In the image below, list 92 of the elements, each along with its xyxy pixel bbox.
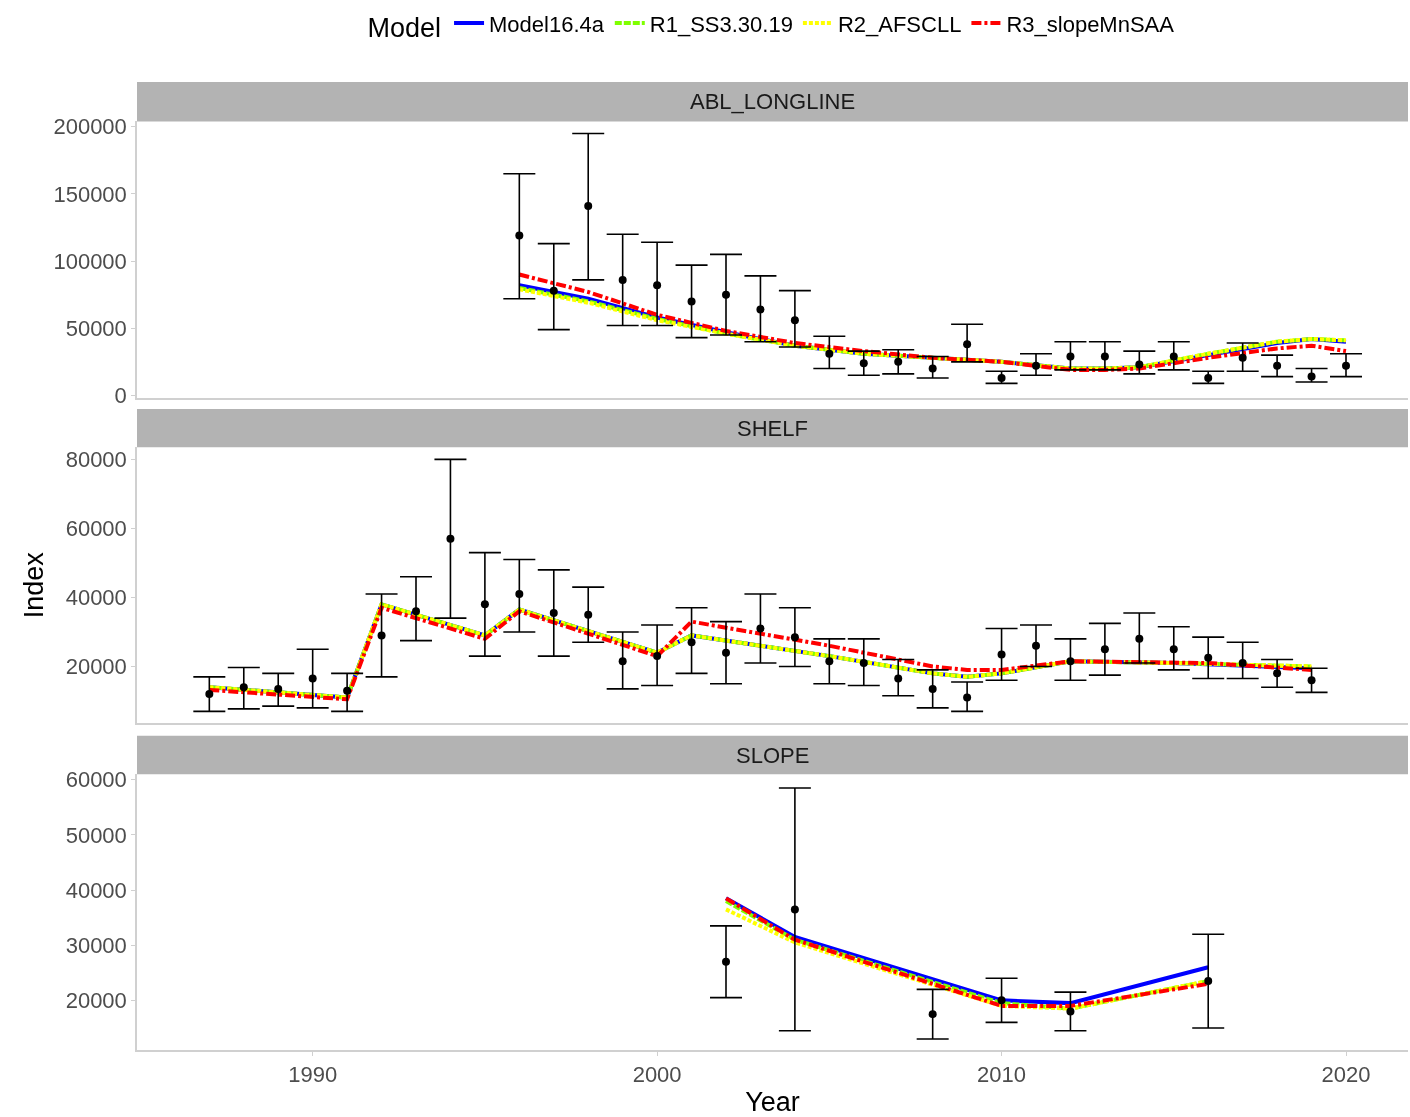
point [825, 657, 834, 666]
point [1032, 641, 1040, 650]
point [1100, 352, 1109, 361]
point [997, 650, 1006, 659]
y-tick-label: 50000 [65, 315, 127, 341]
legend-label: R2_AFSCLL [837, 11, 962, 37]
point [722, 957, 730, 966]
legend-label: R3_slopeMnSAA [1006, 11, 1175, 37]
point [1204, 977, 1213, 986]
y-tick-label: 20000 [65, 654, 127, 680]
point [756, 305, 765, 314]
point [963, 693, 972, 702]
y-tick-label: 200000 [53, 114, 127, 140]
point [343, 686, 352, 695]
point [1066, 1007, 1075, 1016]
point [963, 340, 972, 349]
point [1204, 653, 1213, 662]
y-tick-label: 100000 [53, 248, 127, 274]
legend-label: Model16.4a [489, 11, 605, 37]
y-tick-label: 60000 [65, 516, 127, 542]
point [1032, 361, 1040, 370]
point [859, 359, 868, 368]
point [722, 648, 730, 657]
point [618, 657, 627, 666]
point [274, 684, 283, 693]
y-tick-label: 30000 [65, 932, 127, 958]
legend-label: R1_SS3.30.19 [649, 11, 793, 37]
x-tick-label: 2000 [632, 1062, 682, 1088]
point [1066, 657, 1075, 666]
point [618, 275, 627, 284]
point [653, 281, 662, 290]
point [859, 659, 868, 668]
point [1238, 353, 1247, 362]
point [1135, 634, 1144, 643]
point [653, 652, 662, 661]
point [1273, 361, 1282, 370]
y-tick-label: 40000 [65, 877, 127, 903]
point [790, 905, 799, 914]
point [894, 674, 903, 683]
point [722, 290, 730, 299]
point [1238, 659, 1247, 668]
legend-title: Model [367, 13, 442, 44]
point [1342, 361, 1350, 370]
point [515, 231, 524, 240]
point [1169, 352, 1178, 361]
point [1066, 352, 1075, 361]
y-tick-label: 150000 [53, 181, 127, 207]
y-tick-label: 50000 [65, 822, 127, 848]
point [928, 364, 937, 373]
point [549, 608, 558, 617]
point [825, 349, 834, 358]
point [308, 674, 317, 683]
point [687, 638, 696, 647]
chart-title: SLOPE [736, 743, 810, 768]
x-tick-label: 1990 [288, 1062, 338, 1088]
point [377, 631, 386, 640]
point [687, 297, 696, 306]
point [894, 357, 903, 366]
point [239, 683, 248, 692]
point [790, 633, 799, 642]
point [1307, 372, 1316, 381]
x-tick-label: 2020 [1321, 1062, 1371, 1088]
point [1307, 676, 1316, 685]
y-tick-label: 60000 [65, 767, 127, 793]
point [997, 996, 1006, 1005]
point [412, 607, 420, 616]
point [790, 316, 799, 325]
point [1204, 373, 1213, 382]
point [1135, 360, 1144, 369]
x-tick-label: 2010 [977, 1062, 1027, 1088]
point [480, 600, 489, 609]
point [584, 202, 593, 211]
point [584, 610, 593, 619]
y-axis-title: Index [19, 551, 50, 619]
y-tick-label: 80000 [65, 447, 127, 473]
y-tick-label: 0 [114, 383, 127, 409]
point [1169, 645, 1178, 654]
point [928, 684, 937, 693]
point [446, 534, 455, 543]
point [997, 373, 1006, 382]
point [756, 624, 765, 633]
chart-title: SHELF [737, 416, 808, 441]
point [1273, 669, 1282, 678]
point [1100, 645, 1109, 654]
point [928, 1010, 937, 1019]
point [515, 590, 524, 598]
point [205, 690, 214, 699]
x-axis-title: Year [745, 1087, 800, 1117]
point [549, 286, 558, 295]
y-tick-label: 20000 [65, 988, 127, 1014]
y-tick-label: 40000 [65, 585, 127, 611]
chart-title: ABL_LONGLINE [690, 89, 856, 114]
